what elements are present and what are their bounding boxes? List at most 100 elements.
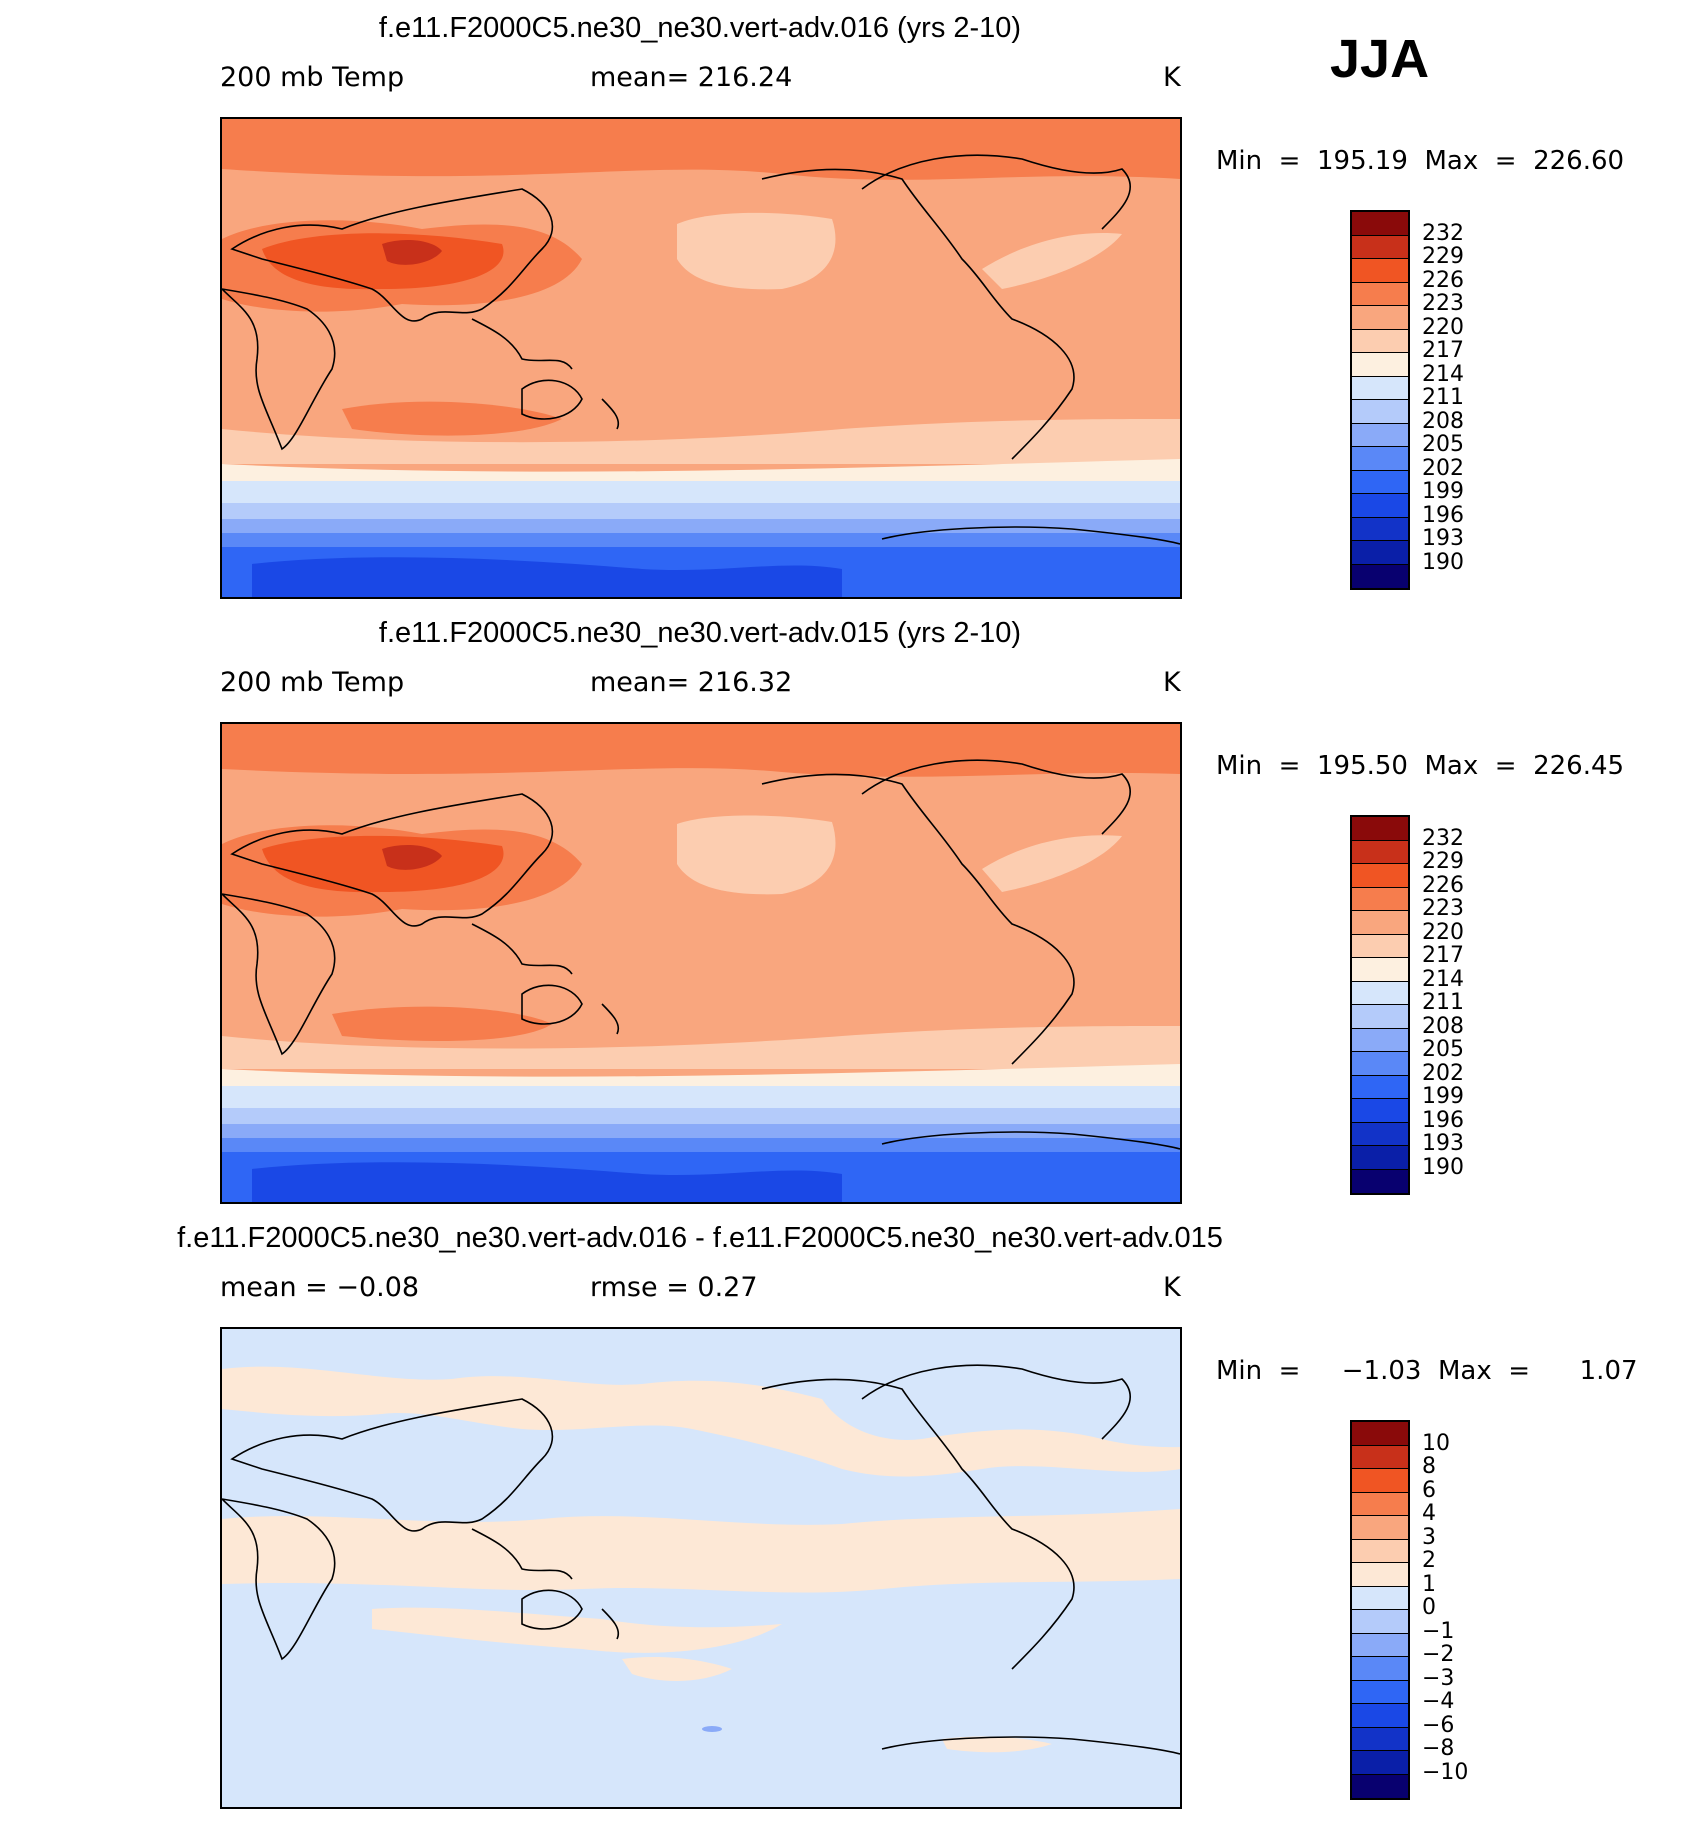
colorbar-tick-label: 202: [1422, 455, 1464, 481]
band-tibet-hot: [262, 835, 504, 893]
band-natl-cool: [982, 233, 1122, 289]
band-arctic-warm: [222, 119, 1180, 180]
colorbar-labels: 232 229 226 223 220 217 214 211 208 205 202 199 196 1…: [1418, 815, 1498, 1195]
colorbar: [1350, 815, 1410, 1195]
colorbar-swatch: [1352, 1052, 1408, 1076]
colorbar-swatch: [1352, 958, 1408, 982]
colorbar-swatch: [1352, 817, 1408, 841]
colorbar-tick-label: 211: [1422, 990, 1464, 1015]
colorbar-tick-label: 229: [1422, 244, 1464, 269]
colorbar-tick-label: 223: [1422, 291, 1464, 316]
colorbar-swatch: [1352, 1539, 1408, 1563]
colorbar-swatch: [1352, 1169, 1408, 1193]
colorbar-swatch: [1352, 864, 1408, 888]
band-pos-sh: [372, 1607, 782, 1653]
colorbar-swatch: [1352, 235, 1408, 259]
colorbar-swatch: [1352, 1633, 1408, 1657]
band-pacific-cool: [677, 815, 836, 895]
band-sh-217: [222, 419, 1180, 464]
colorbar-swatch: [1352, 1028, 1408, 1052]
colorbar-tick-label: 193: [1422, 526, 1464, 551]
colorbar-swatch: [1352, 1563, 1408, 1587]
band-antarctic-cold: [252, 557, 842, 597]
colorbar-tick-label: 0: [1422, 1595, 1436, 1620]
colorbar-tick-label: 8: [1422, 1454, 1436, 1479]
coastlines: [222, 154, 1180, 545]
panel-case-016: f.e11.F2000C5.ne30_ne30.vert-adv.016 (yr…: [0, 0, 1708, 600]
colorbar-tick-label: −2: [1422, 1642, 1455, 1667]
colorbar-swatch: [1352, 1492, 1408, 1516]
colorbar-tick-label: 190: [1422, 549, 1464, 575]
colorbar-tick-label: 202: [1422, 1060, 1464, 1086]
rmse-label: rmse = 0.27: [590, 1272, 758, 1303]
colorbar-swatch: [1352, 564, 1408, 588]
band-sh-217: [222, 1026, 1180, 1069]
colorbar-swatch: [1352, 1099, 1408, 1123]
colorbar-tick-label: 220: [1422, 919, 1464, 945]
colorbar-tick-label: 211: [1422, 385, 1464, 410]
colorbar-swatch: [1352, 1657, 1408, 1681]
panel-title: f.e11.F2000C5.ne30_ne30.vert-adv.016 - f…: [177, 1222, 1223, 1254]
colorbar-tick-label: −3: [1422, 1665, 1455, 1691]
min-max-label: Min = 195.19 Max = 226.60: [1216, 146, 1625, 176]
colorbar-tick-label: 6: [1422, 1477, 1436, 1503]
colorbar-swatch: [1352, 1727, 1408, 1751]
colorbar-tick-label: 214: [1422, 966, 1464, 992]
season-label: JJA: [1330, 29, 1430, 89]
colorbar-tick-label: 190: [1422, 1154, 1464, 1180]
band-pos-south: [622, 1657, 732, 1681]
band-tibet-core: [382, 844, 442, 870]
colorbar-tick-label: 217: [1422, 338, 1464, 363]
colorbar-tick-label: 196: [1422, 1107, 1464, 1133]
mean-label: mean= 216.32: [590, 667, 793, 698]
colorbar-swatch: [1352, 1751, 1408, 1775]
colorbar-tick-label: 205: [1422, 432, 1464, 457]
colorbar-tick-label: 223: [1422, 896, 1464, 921]
colorbar-swatch: [1352, 1586, 1408, 1610]
colorbar-swatch: [1352, 1122, 1408, 1146]
colorbar-swatch: [1352, 1422, 1408, 1446]
unit-label: K: [1163, 667, 1181, 698]
colorbar-tick-label: −1: [1422, 1618, 1455, 1644]
colorbar-swatch: [1352, 517, 1408, 541]
band-sh-208: [222, 1086, 1180, 1108]
min-max-label: Min = −1.03 Max = 1.07: [1216, 1356, 1638, 1386]
band-natl-cool: [982, 835, 1122, 892]
band-sh-199: [222, 1138, 1180, 1152]
colorbar-tick-label: 226: [1422, 267, 1464, 293]
colorbar-swatch: [1352, 1146, 1408, 1170]
colorbar-swatch: [1352, 541, 1408, 565]
colorbar-tick-label: −6: [1422, 1712, 1455, 1738]
band-pos-nh: [222, 1366, 1180, 1477]
colorbar-swatch: [1352, 1516, 1408, 1540]
band-sh-199: [222, 533, 1180, 547]
band-sh-205: [222, 503, 1180, 519]
colorbar-swatch: [1352, 423, 1408, 447]
colorbar-labels: 10 8 6 4 3 2 1 0 −1 −2 −3 −4 −6 −8 −10: [1418, 1420, 1498, 1800]
temperature-map: [220, 722, 1182, 1204]
colorbar-tick-label: 2: [1422, 1548, 1436, 1573]
colorbar-tick-label: 205: [1422, 1037, 1464, 1062]
band-sh-211: [222, 1064, 1180, 1086]
colorbar-swatch: [1352, 887, 1408, 911]
panel-title: f.e11.F2000C5.ne30_ne30.vert-adv.015 (yr…: [378, 617, 1022, 649]
colorbar-swatch: [1352, 1075, 1408, 1099]
band-sh-warm: [332, 1006, 552, 1041]
colorbar-swatch: [1352, 840, 1408, 864]
variable-label: 200 mb Temp: [220, 667, 405, 698]
panel-case-015: f.e11.F2000C5.ne30_ne30.vert-adv.015 (yr…: [0, 605, 1708, 1205]
band-sh-202: [222, 519, 1180, 533]
colorbar-tick-label: 193: [1422, 1131, 1464, 1156]
colorbar-swatch: [1352, 934, 1408, 958]
colorbar-tick-label: 229: [1422, 849, 1464, 874]
colorbar-swatch: [1352, 981, 1408, 1005]
colorbar-tick-label: 217: [1422, 943, 1464, 968]
colorbar-tick-label: −10: [1422, 1759, 1469, 1785]
mean-label: mean= 216.24: [590, 62, 793, 93]
colorbar: [1350, 1420, 1410, 1800]
colorbar-swatch: [1352, 1610, 1408, 1634]
band-pacific-cool: [677, 212, 836, 290]
coastlines: [222, 1364, 1180, 1755]
colorbar-swatch: [1352, 1005, 1408, 1029]
band-sh-warm: [342, 401, 562, 436]
